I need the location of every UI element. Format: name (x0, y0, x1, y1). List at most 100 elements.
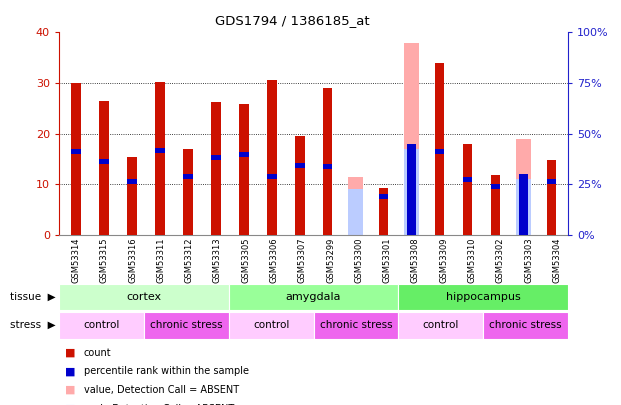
Bar (71, 83, 81, 235)
Bar (144, 312, 229, 339)
Text: GSM53306: GSM53306 (270, 237, 278, 283)
Text: hippocampus: hippocampus (446, 292, 521, 302)
Bar (379, 200, 389, 235)
Text: chronic stress: chronic stress (489, 320, 562, 330)
Bar (183, 174, 193, 235)
Text: GSM53313: GSM53313 (213, 237, 222, 283)
Text: ■: ■ (65, 367, 76, 376)
Bar (211, 155, 220, 235)
Bar (407, 144, 417, 235)
Text: chronic stress: chronic stress (150, 320, 222, 330)
Text: value, Detection Call = ABSENT: value, Detection Call = ABSENT (84, 385, 239, 395)
Bar (127, 179, 137, 235)
Bar (238, 152, 248, 235)
Bar (267, 81, 276, 235)
Bar (295, 162, 304, 235)
Bar (463, 182, 473, 235)
Bar (404, 149, 419, 235)
Bar (238, 152, 248, 235)
Text: control: control (253, 320, 289, 330)
Bar (379, 194, 389, 235)
Text: GSM53301: GSM53301 (383, 237, 392, 283)
Bar (435, 63, 445, 235)
Text: GSM53299: GSM53299 (326, 237, 335, 283)
Bar (71, 83, 81, 235)
Bar (491, 184, 501, 235)
Text: GSM53312: GSM53312 (184, 237, 194, 283)
Bar (267, 174, 276, 235)
Bar (229, 312, 314, 339)
Text: percentile rank within the sample: percentile rank within the sample (84, 367, 249, 376)
Text: amygdala: amygdala (286, 292, 342, 302)
Bar (238, 158, 248, 235)
Bar (435, 63, 445, 235)
Bar (519, 174, 528, 235)
Text: GSM53316: GSM53316 (128, 237, 137, 283)
Bar (516, 179, 531, 235)
Bar (127, 158, 137, 235)
Bar (546, 179, 556, 235)
Bar (99, 164, 109, 235)
Bar (238, 104, 248, 235)
Bar (155, 148, 165, 235)
Text: count: count (84, 348, 111, 358)
Bar (211, 102, 220, 235)
Bar (463, 177, 473, 235)
Bar (491, 175, 501, 235)
Bar (155, 153, 165, 235)
Bar (155, 82, 165, 235)
Text: GSM53300: GSM53300 (355, 237, 363, 283)
Bar (491, 175, 501, 235)
Bar (491, 190, 501, 235)
Bar (267, 179, 276, 235)
Bar (323, 169, 332, 235)
Bar (267, 174, 276, 235)
Text: ■: ■ (65, 404, 76, 405)
Text: GSM53315: GSM53315 (100, 237, 109, 283)
Text: GSM53310: GSM53310 (468, 237, 476, 283)
Bar (295, 136, 304, 235)
Bar (379, 194, 389, 235)
Bar (59, 312, 144, 339)
Bar (323, 164, 332, 235)
Bar (516, 139, 531, 235)
Bar (99, 101, 109, 235)
Bar (399, 312, 483, 339)
Bar (435, 154, 445, 235)
Text: GSM53302: GSM53302 (496, 237, 505, 283)
Bar (323, 164, 332, 235)
Bar (59, 284, 229, 310)
Bar (71, 149, 81, 235)
Bar (211, 155, 220, 235)
Text: control: control (423, 320, 459, 330)
Text: GSM53311: GSM53311 (156, 237, 165, 283)
Text: control: control (83, 320, 120, 330)
Bar (295, 136, 304, 235)
Bar (295, 168, 304, 235)
Bar (155, 148, 165, 235)
Bar (483, 312, 568, 339)
Bar (323, 88, 332, 235)
Text: chronic stress: chronic stress (320, 320, 392, 330)
Bar (183, 149, 193, 235)
Bar (379, 188, 389, 235)
Bar (71, 149, 81, 235)
Bar (71, 154, 81, 235)
Bar (323, 88, 332, 235)
Text: GDS1794 / 1386185_at: GDS1794 / 1386185_at (215, 14, 369, 27)
Bar (491, 184, 501, 235)
Bar (183, 179, 193, 235)
Bar (404, 43, 419, 235)
Text: ■: ■ (65, 385, 76, 395)
Text: GSM53314: GSM53314 (71, 237, 81, 283)
Bar (546, 179, 556, 235)
Bar (155, 82, 165, 235)
Text: rank, Detection Call = ABSENT: rank, Detection Call = ABSENT (84, 404, 234, 405)
Bar (379, 188, 389, 235)
Bar (99, 159, 109, 235)
Text: stress  ▶: stress ▶ (11, 320, 56, 330)
Bar (238, 104, 248, 235)
Bar (229, 284, 399, 310)
Text: GSM53308: GSM53308 (411, 237, 420, 283)
Bar (267, 81, 276, 235)
